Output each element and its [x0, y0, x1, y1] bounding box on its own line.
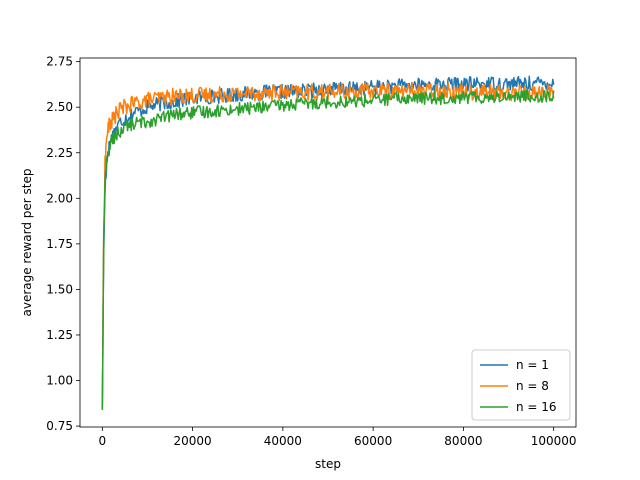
x-tick-label: 20000: [174, 434, 212, 448]
legend-label: n = 16: [516, 400, 557, 414]
legend: n = 1 n = 8 n = 16: [471, 349, 571, 421]
legend-box: [471, 349, 571, 421]
y-tick-label: 2.50: [46, 100, 73, 114]
y-tick-label: 1.00: [46, 374, 73, 388]
plot-frame: [79, 57, 577, 428]
y-tick-label: 1.50: [46, 282, 73, 296]
x-axis-label: step: [315, 457, 341, 471]
y-tick-label: 2.00: [46, 191, 73, 205]
y-tick-label: 1.25: [46, 328, 73, 342]
y-tick-label: 2.75: [46, 55, 73, 69]
series-lines: [101, 75, 555, 410]
y-axis-label: average reward per step: [20, 168, 34, 316]
x-tick-label: 60000: [354, 434, 392, 448]
y-tick-label: 0.75: [46, 419, 73, 433]
x-tick-label: 80000: [444, 434, 482, 448]
y-tick-label: 2.25: [46, 146, 73, 160]
y-tick-label: 1.75: [46, 237, 73, 251]
series-line: [101, 89, 555, 410]
x-tick-label: 0: [99, 434, 107, 448]
legend-label: n = 8: [516, 379, 549, 393]
x-tick-label: 100000: [531, 434, 577, 448]
axes: 0 20000 40000 60000 80000 100000 0.75 1.00 1.25 1…: [46, 55, 576, 448]
series-line: [101, 82, 555, 410]
x-tick-label: 40000: [264, 434, 302, 448]
legend-label: n = 1: [516, 358, 549, 372]
